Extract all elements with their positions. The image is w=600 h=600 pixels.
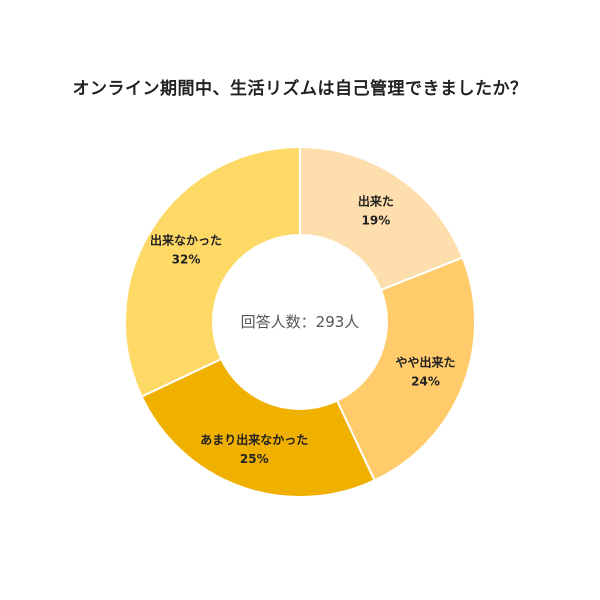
slice-label: やや出来た [396,355,456,370]
slice-value-label: 24% [411,375,440,389]
slice-value-label: 32% [172,253,201,267]
slice-label: 出来た [358,193,394,208]
slice-value-label: 25% [240,452,269,466]
donut-hole [212,234,388,410]
slice-label: 出来なかった [150,233,222,248]
slice-label: あまり出来なかった [200,432,308,447]
center-label: 回答人数：293人 [241,313,360,331]
slice-value-label: 19% [362,213,391,227]
chart-title: オンライン期間中、生活リズムは自己管理できましたか？ [72,79,528,99]
